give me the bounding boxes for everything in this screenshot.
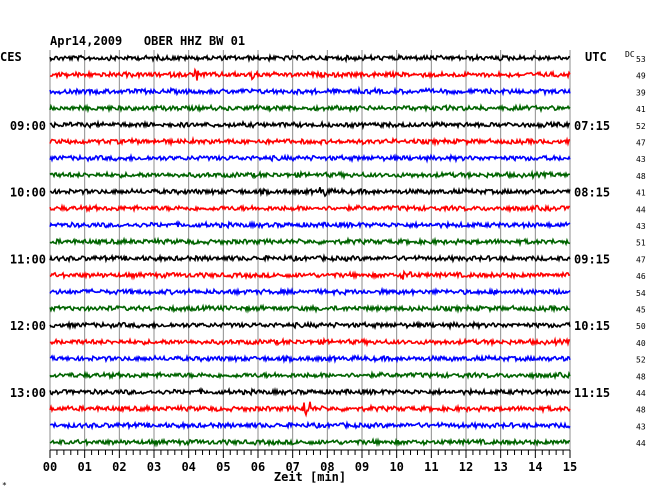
trace-line (49, 253, 571, 264)
x-tick-label: 00 (43, 460, 57, 474)
trace-line (49, 319, 571, 331)
dc-offset-label: 40 (636, 339, 646, 348)
dc-offset-label: 53 (636, 55, 646, 64)
dc-offset-label: 46 (636, 272, 646, 281)
trace-line (49, 135, 571, 147)
dc-offset-label: 47 (636, 139, 646, 148)
right-timezone-label: UTC (585, 50, 607, 64)
trace-line (49, 85, 571, 97)
x-tick-label: 10 (389, 460, 403, 474)
dc-offset-label: 54 (636, 289, 646, 298)
x-tick-label: 07 (285, 460, 299, 474)
dc-offset-label: 47 (636, 255, 646, 264)
dc-offset-label: 48 (636, 372, 646, 381)
dc-offset-label: 41 (636, 189, 646, 198)
dc-offset-label: 43 (636, 422, 646, 431)
trace-line (49, 119, 571, 131)
dc-offset-label: 43 (636, 222, 646, 231)
x-axis: 00 01 02 03 04 05 06 07 08 09 10 11 12 13 14 15 (43, 449, 577, 474)
trace-line (49, 370, 571, 381)
dc-offset-label: 52 (636, 356, 646, 365)
right-hour-label: 07:15 (574, 119, 610, 133)
x-tick-label: 09 (355, 460, 369, 474)
x-tick-label: 06 (251, 460, 265, 474)
trace-line (49, 401, 571, 418)
x-tick-label: 04 (181, 460, 195, 474)
dc-offset-label: 52 (636, 122, 646, 131)
x-tick-label: 02 (112, 460, 126, 474)
dc-offset-label: 43 (636, 155, 646, 164)
dc-header-label: DC (625, 50, 635, 59)
trace-line (49, 152, 571, 164)
trace-line (49, 236, 571, 248)
x-tick-label: 15 (563, 460, 577, 474)
trace-line (49, 186, 571, 198)
x-tick-label: 03 (147, 460, 161, 474)
trace-line (49, 269, 571, 281)
dc-offset-label: 45 (636, 306, 646, 315)
x-tick-label: 08 (320, 460, 334, 474)
left-hour-label: 12:00 (10, 319, 46, 333)
x-tick-label: 05 (216, 460, 230, 474)
left-timezone-label: CES (0, 50, 22, 64)
dc-offset-label: 41 (636, 105, 646, 114)
grid-layer (49, 50, 571, 450)
chart-title: Apr14,2009 OBER HHZ BW 01 (50, 34, 245, 48)
trace-line (49, 353, 571, 365)
dc-offset-label: 48 (636, 172, 646, 181)
dc-offset-label: 49 (636, 72, 646, 81)
right-hour-label: 11:15 (574, 386, 610, 400)
right-hour-label: 10:15 (574, 319, 610, 333)
trace-line (49, 53, 571, 64)
trace-line (49, 303, 571, 314)
x-tick-label: 13 (493, 460, 507, 474)
left-hour-label: 10:00 (10, 186, 46, 200)
right-hour-label: 09:15 (574, 252, 610, 266)
trace-line (49, 67, 571, 81)
x-tick-label: 12 (459, 460, 473, 474)
trace-layer (49, 53, 571, 448)
x-axis-title: Zeit [min] (274, 470, 346, 484)
right-hour-label: 08:15 (574, 186, 610, 200)
dc-offset-label: 44 (636, 389, 646, 398)
trace-line (49, 286, 571, 298)
x-tick-label: 01 (77, 460, 91, 474)
trace-line (49, 103, 571, 114)
trace-line (49, 420, 571, 431)
dc-offset-label: 48 (636, 406, 646, 415)
trace-line (49, 169, 571, 181)
trace-line (49, 219, 571, 230)
trace-line (49, 437, 570, 448)
trace-line (49, 336, 571, 348)
x-tick-label: 14 (528, 460, 542, 474)
label-layer: 09:00 10:00 11:00 12:00 13:00 07:15 08:15 09:15… (10, 55, 646, 448)
left-hour-label: 11:00 (10, 252, 46, 266)
dc-offset-label: 39 (636, 88, 646, 97)
left-hour-label: 09:00 (10, 119, 46, 133)
dc-offset-label: 50 (636, 322, 646, 331)
dc-offset-label: 44 (636, 205, 646, 214)
corner-mark: * (2, 481, 7, 490)
x-tick-label: 11 (424, 460, 438, 474)
trace-line (49, 386, 571, 397)
dc-offset-label: 44 (636, 439, 646, 448)
dc-offset-label: 51 (636, 239, 646, 248)
trace-line (49, 203, 571, 214)
left-hour-label: 13:00 (10, 386, 46, 400)
